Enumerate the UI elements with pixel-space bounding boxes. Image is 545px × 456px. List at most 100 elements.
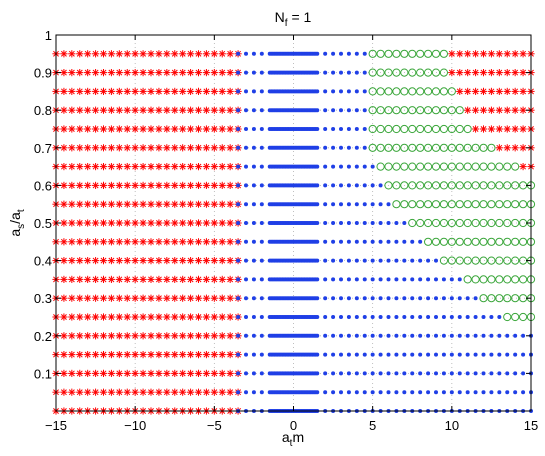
red-asterisk-point: [60, 50, 68, 58]
red-asterisk-point: [155, 275, 163, 283]
green-circle-point: [439, 49, 449, 58]
blue-dot-point: [244, 315, 248, 319]
y-tick-label: 1: [45, 28, 52, 43]
red-asterisk-point: [91, 106, 100, 114]
red-asterisk-point: [147, 163, 155, 171]
green-circle-point: [447, 218, 456, 228]
red-asterisk-point: [171, 200, 179, 208]
green-circle-point: [392, 143, 401, 152]
red-asterisk-point: [186, 294, 195, 302]
red-asterisk-point: [202, 181, 211, 189]
green-circle-point: [471, 181, 480, 190]
red-asterisk-point: [226, 50, 234, 58]
blue-dot-point: [457, 277, 462, 282]
red-asterisk-point: [76, 106, 84, 114]
red-asterisk-point: [123, 257, 131, 265]
red-asterisk-point: [186, 313, 195, 321]
green-circle-point: [431, 106, 441, 115]
red-asterisk-point: [68, 200, 76, 208]
blue-dot-point: [386, 221, 391, 225]
green-circle-point: [503, 275, 512, 284]
red-asterisk-point: [226, 87, 234, 95]
red-asterisk-point: [115, 144, 123, 152]
red-asterisk-point: [163, 238, 171, 246]
blue-dot-point: [473, 333, 478, 338]
red-asterisk-point: [210, 238, 218, 246]
green-circle-point: [384, 49, 393, 58]
green-circle-point: [511, 181, 520, 190]
blue-dot-point: [497, 333, 502, 338]
red-asterisk-point: [186, 257, 195, 265]
red-asterisk-point: [163, 125, 171, 133]
red-asterisk-point: [76, 219, 84, 227]
red-asterisk-point: [495, 69, 503, 77]
blue-dot-point: [339, 202, 343, 207]
red-asterisk-point: [186, 125, 195, 133]
blue-dot-point: [434, 258, 438, 263]
blue-dot-point: [251, 371, 256, 376]
blue-dot-point: [236, 51, 241, 56]
red-asterisk-point: [139, 369, 147, 377]
blue-dot-point: [236, 315, 241, 319]
red-asterisk-point: [155, 50, 163, 58]
blue-dot-point: [346, 145, 351, 150]
blue-dot-point: [378, 277, 383, 282]
red-asterisk-point: [107, 388, 116, 396]
red-asterisk-point: [147, 181, 155, 189]
red-asterisk-point: [503, 125, 511, 133]
blue-dot-point: [331, 221, 336, 225]
x-tick-labels: −15 −10 −5 0 5 10 15: [45, 418, 538, 433]
red-asterisk-point: [68, 313, 76, 321]
red-asterisk-point: [60, 332, 68, 340]
red-asterisk-point: [186, 275, 195, 283]
red-asterisk-point: [76, 388, 84, 396]
green-circle-point: [368, 49, 377, 58]
red-asterisk-point: [147, 144, 155, 152]
blue-dot-point: [457, 333, 462, 338]
red-asterisk-point: [123, 144, 131, 152]
red-asterisk-point: [99, 50, 108, 58]
blue-dot-point: [370, 277, 375, 282]
blue-dot-point: [362, 296, 367, 301]
blue-dot-point: [370, 258, 375, 263]
red-asterisk-point: [194, 144, 203, 152]
red-asterisk-point: [91, 332, 100, 340]
red-asterisk-point: [186, 69, 195, 77]
blue-dot-point: [362, 239, 367, 244]
red-asterisk-point: [210, 294, 218, 302]
blue-dot-point: [418, 277, 423, 282]
red-asterisk-point: [107, 257, 116, 265]
blue-dot-point: [339, 390, 343, 395]
y-axis-label-mid: /a: [7, 212, 23, 224]
green-circle-point: [423, 68, 433, 77]
blue-dot-point: [402, 352, 407, 357]
blue-dot-point: [378, 239, 383, 244]
red-asterisk-point: [210, 69, 218, 77]
red-asterisk-point: [68, 388, 76, 396]
chart-title: Nf = 1: [275, 9, 312, 29]
blue-dot-point: [426, 371, 431, 376]
red-asterisk-point: [186, 332, 195, 340]
red-asterisk-point: [519, 87, 527, 95]
red-asterisk-point: [226, 351, 234, 359]
blue-dot-point: [339, 164, 343, 169]
blue-dot-point: [346, 183, 351, 188]
blue-dot-point: [346, 239, 351, 244]
red-asterisk-point: [179, 163, 187, 171]
blue-dot-point: [378, 315, 383, 319]
red-asterisk-point: [503, 144, 511, 152]
red-asterisk-point: [60, 200, 68, 208]
blue-dot-point: [426, 258, 431, 263]
red-asterisk-point: [115, 332, 123, 340]
blue-dot-point: [236, 183, 241, 188]
red-asterisk-point: [495, 144, 503, 152]
red-asterisk-point: [456, 87, 464, 95]
green-circle-point: [431, 218, 441, 228]
blue-dot-point: [473, 296, 478, 301]
green-circle-point: [423, 218, 433, 228]
red-asterisk-point: [179, 275, 187, 283]
chart-title-rest: = 1: [288, 9, 312, 25]
blue-dot-point: [370, 239, 375, 244]
blue-dot-point: [370, 296, 375, 301]
